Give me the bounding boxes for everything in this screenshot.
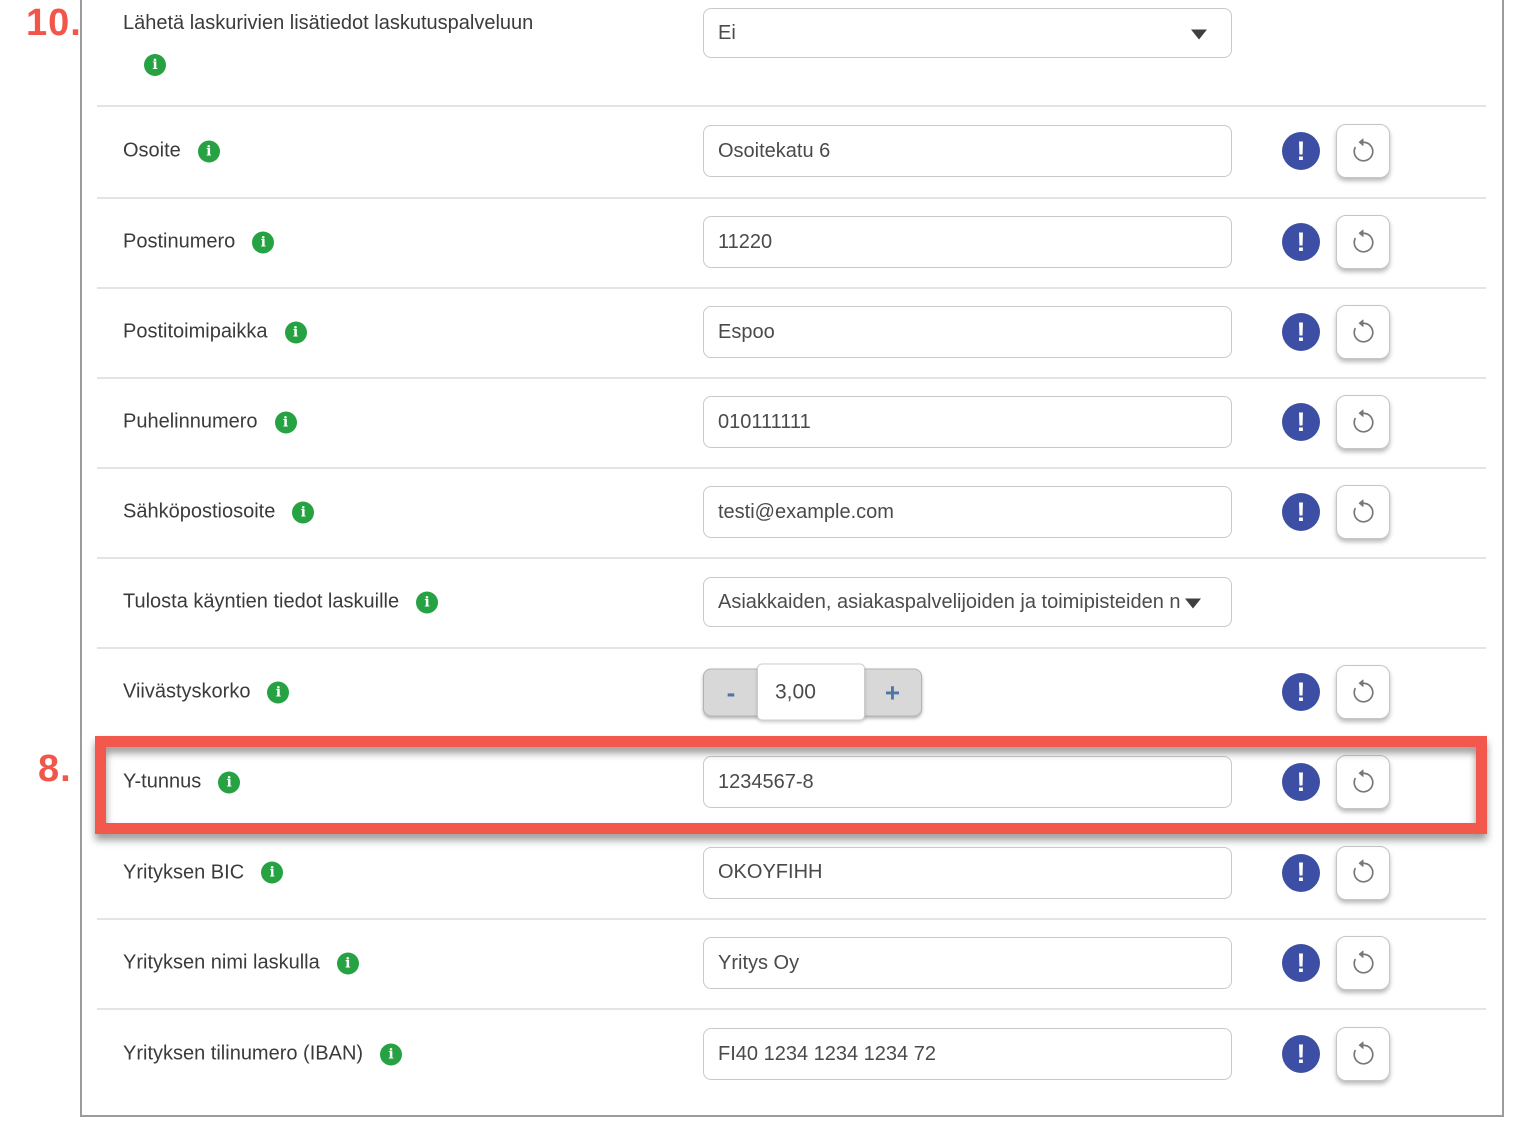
undo-arrow-icon bbox=[1352, 678, 1374, 703]
field-label: Y-tunnus bbox=[123, 770, 202, 793]
info-icon[interactable]: i bbox=[292, 501, 315, 523]
field-label: Postinumero bbox=[123, 230, 236, 253]
viivastyskorko-value[interactable]: 3,00 bbox=[757, 663, 865, 721]
caret-down-icon bbox=[1185, 598, 1201, 609]
undo-button[interactable] bbox=[1336, 395, 1390, 449]
field-label: Lähetä laskurivien lisätiedot laskutuspa… bbox=[123, 12, 534, 34]
undo-button[interactable] bbox=[1336, 755, 1390, 809]
form-row-yrityksen-bic: Yrityksen BIC i ! bbox=[82, 827, 1502, 918]
warning-icon: ! bbox=[1282, 403, 1320, 441]
info-icon[interactable]: i bbox=[267, 681, 290, 703]
info-icon[interactable]: i bbox=[144, 54, 166, 76]
annotation-step-8: 8. bbox=[38, 748, 72, 790]
undo-arrow-icon bbox=[1352, 859, 1374, 883]
undo-arrow-icon bbox=[1352, 228, 1374, 253]
sahkopostiosoite-input[interactable] bbox=[703, 486, 1232, 538]
field-label: Yrityksen tilinumero (IBAN) bbox=[123, 1042, 364, 1065]
postinumero-input[interactable] bbox=[703, 216, 1232, 268]
info-icon[interactable]: i bbox=[261, 861, 284, 884]
form-row-puhelinnumero: Puhelinnumero i ! bbox=[82, 377, 1502, 467]
info-icon[interactable]: i bbox=[218, 771, 241, 793]
undo-arrow-icon bbox=[1352, 318, 1374, 343]
undo-arrow-icon bbox=[1352, 768, 1374, 793]
form-row-yrityksen-tilinumero: Yrityksen tilinumero (IBAN) i ! bbox=[82, 1008, 1502, 1115]
field-label: Osoite bbox=[123, 139, 181, 162]
undo-button[interactable] bbox=[1336, 215, 1390, 269]
yrityksen-nimi-input[interactable] bbox=[703, 937, 1232, 989]
warning-icon: ! bbox=[1282, 763, 1320, 801]
warning-icon: ! bbox=[1282, 493, 1320, 531]
undo-button[interactable] bbox=[1336, 485, 1390, 539]
warning-icon: ! bbox=[1282, 132, 1320, 170]
undo-button[interactable] bbox=[1336, 665, 1390, 719]
field-label: Sähköpostiosoite bbox=[123, 500, 276, 523]
info-icon[interactable]: i bbox=[274, 411, 297, 433]
warning-icon: ! bbox=[1282, 313, 1320, 351]
undo-button[interactable] bbox=[1336, 124, 1390, 178]
form-row-yrityksen-nimi: Yrityksen nimi laskulla i ! bbox=[82, 918, 1502, 1008]
undo-arrow-icon bbox=[1352, 498, 1374, 523]
settings-form-panel: Lähetä laskurivien lisätiedot laskutuspa… bbox=[80, 0, 1504, 1117]
undo-arrow-icon bbox=[1352, 1040, 1374, 1065]
warning-icon: ! bbox=[1282, 853, 1320, 892]
field-label: Yrityksen BIC bbox=[123, 861, 245, 883]
warning-icon: ! bbox=[1282, 223, 1320, 261]
form-row-osoite: Osoite i ! bbox=[82, 105, 1502, 197]
yrityksen-bic-input[interactable] bbox=[703, 846, 1232, 899]
form-row-tulosta-kayntien: Tulosta käyntien tiedot laskuille i Asia… bbox=[82, 557, 1502, 647]
field-label: Puhelinnumero bbox=[123, 410, 258, 433]
info-icon[interactable]: i bbox=[336, 952, 359, 974]
osoite-input[interactable] bbox=[703, 125, 1232, 177]
annotation-step-10: 10. bbox=[26, 2, 82, 44]
info-icon[interactable]: i bbox=[252, 231, 275, 253]
field-label: Viivästyskorko bbox=[123, 680, 251, 703]
form-row-postinumero: Postinumero i ! bbox=[82, 197, 1502, 287]
undo-button[interactable] bbox=[1336, 305, 1390, 359]
undo-button[interactable] bbox=[1336, 1027, 1390, 1081]
form-row-sahkopostiosoite: Sähköpostiosoite i ! bbox=[82, 467, 1502, 557]
undo-button[interactable] bbox=[1336, 845, 1390, 900]
form-row-viivastyskorko: Viivästyskorko i - 3,00 + ! bbox=[82, 647, 1502, 737]
y-tunnus-input[interactable] bbox=[703, 756, 1232, 808]
info-icon[interactable]: i bbox=[284, 321, 307, 343]
undo-button[interactable] bbox=[1336, 936, 1390, 990]
viivastyskorko-stepper: - 3,00 + bbox=[703, 663, 922, 721]
form-row-postitoimipaikka: Postitoimipaikka i ! bbox=[82, 287, 1502, 377]
warning-icon: ! bbox=[1282, 1035, 1320, 1073]
postitoimipaikka-input[interactable] bbox=[703, 306, 1232, 358]
laheta-lisatiedot-select[interactable]: Ei bbox=[703, 8, 1232, 58]
info-icon[interactable]: i bbox=[197, 140, 220, 162]
warning-icon: ! bbox=[1282, 944, 1320, 982]
undo-arrow-icon bbox=[1352, 949, 1374, 974]
undo-arrow-icon bbox=[1352, 137, 1374, 162]
undo-arrow-icon bbox=[1352, 408, 1374, 433]
warning-icon: ! bbox=[1282, 673, 1320, 711]
puhelinnumero-input[interactable] bbox=[703, 396, 1232, 448]
field-label: Yrityksen nimi laskulla bbox=[123, 951, 320, 974]
info-icon[interactable]: i bbox=[416, 591, 439, 613]
field-label: Postitoimipaikka bbox=[123, 320, 268, 343]
form-row-laheta-laskurivien: Lähetä laskurivien lisätiedot laskutuspa… bbox=[82, 0, 1502, 105]
caret-down-icon bbox=[1191, 29, 1207, 40]
field-label: Tulosta käyntien tiedot laskuille bbox=[123, 590, 400, 613]
form-row-y-tunnus: Y-tunnus i ! bbox=[82, 737, 1502, 827]
stepper-decrement-button[interactable]: - bbox=[703, 668, 759, 716]
tulosta-kayntien-select[interactable]: Asiakkaiden, asiakaspalvelijoiden ja toi… bbox=[703, 577, 1232, 627]
info-icon[interactable]: i bbox=[380, 1043, 403, 1065]
stepper-increment-button[interactable]: + bbox=[863, 668, 922, 716]
yrityksen-tilinumero-input[interactable] bbox=[703, 1028, 1232, 1080]
